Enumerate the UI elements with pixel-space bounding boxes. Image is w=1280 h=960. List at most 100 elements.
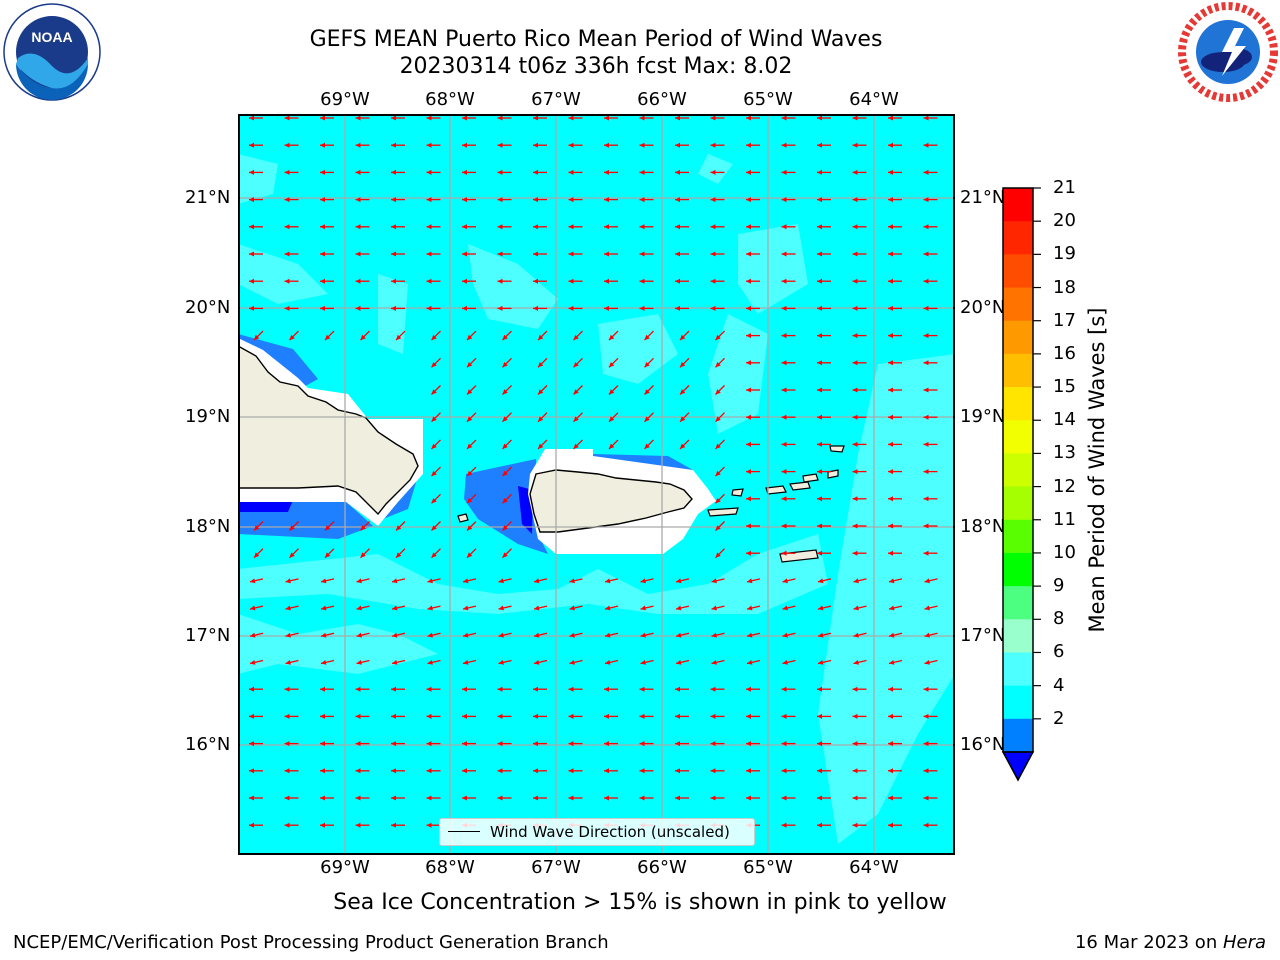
- direction-arrow-head: [249, 197, 254, 203]
- direction-arrow-head: [817, 441, 822, 447]
- direction-arrow-head: [781, 169, 787, 175]
- direction-arrow-head: [289, 552, 295, 558]
- direction-arrow-head: [923, 169, 929, 175]
- direction-arrow-head: [391, 251, 396, 257]
- direction-arrow-head: [568, 768, 574, 774]
- colorbar-tick-label: 8: [1053, 608, 1065, 630]
- direction-arrow-head: [888, 169, 893, 175]
- direction-arrow-head: [746, 441, 751, 447]
- direction-arrow-head: [568, 741, 574, 747]
- lon-tick-label: 67°W: [531, 857, 581, 878]
- colorbar-tick-label: 2: [1053, 707, 1065, 729]
- direction-arrow-head: [604, 169, 609, 175]
- direction-arrow-head: [249, 278, 254, 284]
- direction-arrow-head: [675, 169, 680, 175]
- direction-arrow-head: [781, 360, 787, 366]
- direction-arrow-head: [852, 795, 858, 801]
- direction-arrow-head: [639, 278, 645, 284]
- direction-arrow-head: [675, 795, 680, 801]
- direction-arrow-head: [852, 469, 858, 475]
- direction-arrow-head: [923, 414, 929, 420]
- direction-arrow-head: [289, 334, 295, 341]
- direction-arrow-head: [710, 197, 716, 203]
- direction-arrow-head: [852, 305, 858, 311]
- direction-arrow-head: [923, 142, 929, 148]
- direction-arrow-head: [746, 713, 751, 719]
- direction-arrow-head: [431, 497, 437, 504]
- direction-arrow-head: [604, 251, 609, 257]
- direction-arrow-head: [817, 142, 822, 148]
- direction-arrow-head: [320, 768, 325, 774]
- nws-logo: [1178, 2, 1278, 102]
- direction-arrow-head: [467, 497, 473, 504]
- direction-arrow-head: [852, 224, 858, 230]
- direction-arrow-head: [462, 251, 467, 257]
- direction-arrow-head: [462, 686, 467, 692]
- direction-arrow-head: [746, 550, 751, 556]
- direction-arrow-head: [426, 822, 432, 828]
- direction-arrow-head: [889, 659, 895, 665]
- direction-arrow-head: [746, 496, 751, 502]
- direction-arrow-head: [923, 251, 929, 257]
- direction-arrow-head: [604, 795, 609, 801]
- footer-branch: NCEP/EMC/Verification Post Processing Pr…: [13, 932, 609, 953]
- direction-arrow-head: [781, 713, 787, 719]
- direction-arrow-head: [746, 414, 751, 420]
- direction-arrow-head: [746, 224, 751, 230]
- direction-arrow-head: [853, 605, 859, 611]
- direction-arrow-head: [250, 632, 256, 638]
- direction-arrow-head: [746, 523, 751, 529]
- direction-arrow-head: [782, 578, 788, 584]
- direction-arrow-head: [923, 197, 929, 203]
- direction-arrow-head: [817, 197, 822, 203]
- direction-arrow-head: [852, 686, 858, 692]
- direction-arrow-head: [320, 115, 325, 121]
- direction-arrow-head: [781, 197, 787, 203]
- direction-arrow-head: [426, 115, 432, 121]
- direction-arrow-head: [853, 632, 859, 638]
- direction-arrow-head: [250, 659, 256, 665]
- direction-arrow-head: [426, 169, 432, 175]
- direction-arrow-head: [321, 605, 327, 611]
- direction-arrow-head: [888, 224, 893, 230]
- direction-arrow-head: [817, 550, 822, 556]
- direction-arrow-head: [888, 550, 893, 556]
- direction-arrow-head: [888, 360, 893, 366]
- direction-arrow-head: [392, 659, 398, 665]
- direction-arrow-head: [746, 333, 751, 339]
- direction-arrow-head: [852, 414, 858, 420]
- direction-arrow-head: [360, 552, 366, 558]
- direction-arrow-head: [675, 686, 680, 692]
- direction-arrow-head: [462, 169, 467, 175]
- direction-arrow-head: [462, 305, 467, 311]
- direction-arrow-head: [426, 768, 432, 774]
- direction-arrow-head: [710, 142, 716, 148]
- direction-arrow-head: [747, 659, 753, 665]
- direction-arrow-head: [852, 713, 858, 719]
- direction-arrow-head: [852, 278, 858, 284]
- direction-arrow-head: [321, 659, 327, 665]
- direction-arrow-head: [675, 251, 680, 257]
- direction-arrow-head: [502, 334, 508, 341]
- direction-arrow-head: [569, 578, 575, 584]
- direction-arrow-head: [604, 224, 609, 230]
- direction-arrow-head: [639, 115, 645, 121]
- direction-arrow-head: [818, 578, 824, 584]
- direction-arrow-head: [817, 469, 822, 475]
- direction-arrow-head: [710, 768, 716, 774]
- direction-arrow-head: [285, 605, 291, 611]
- direction-arrow-head: [284, 197, 290, 203]
- direction-arrow-head: [888, 741, 893, 747]
- direction-arrow-head: [249, 169, 254, 175]
- direction-arrow-head: [249, 741, 254, 747]
- direction-arrow-head: [711, 605, 717, 611]
- direction-arrow-head: [284, 768, 290, 774]
- direction-arrow-head: [923, 333, 929, 339]
- colorbar-tick-label: 18: [1053, 276, 1076, 298]
- direction-arrow-head: [502, 470, 508, 477]
- direction-arrow-head: [360, 334, 366, 341]
- direction-arrow-head: [852, 251, 858, 257]
- direction-arrow-head: [320, 741, 325, 747]
- direction-arrow-head: [924, 659, 930, 665]
- direction-arrow-head: [639, 713, 645, 719]
